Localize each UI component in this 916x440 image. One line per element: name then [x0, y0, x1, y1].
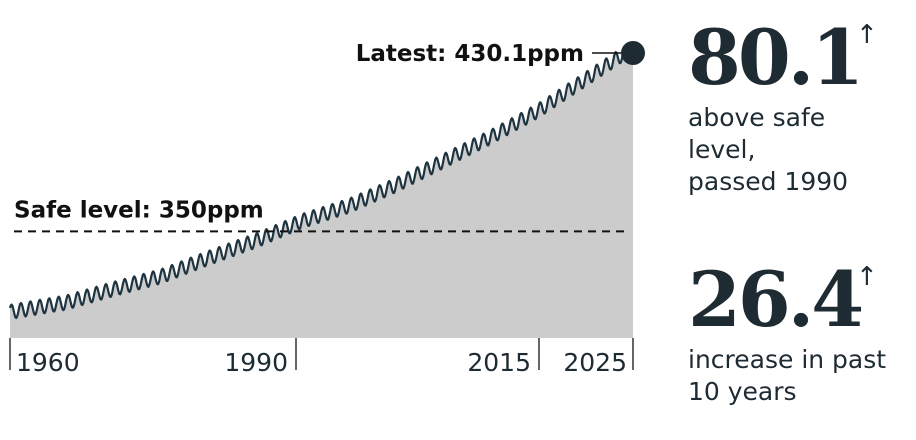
- x-tick-label: 1960: [16, 348, 80, 377]
- stat-caption: above safe level, passed 1990: [688, 102, 888, 198]
- up-arrow-icon: ↑: [856, 20, 878, 50]
- co2-area-fill: [10, 45, 633, 339]
- x-tick-label: 1990: [224, 348, 288, 377]
- latest-marker: [621, 41, 645, 65]
- co2-monthly-line: [8, 44, 634, 320]
- stat-caption-line: level,: [688, 135, 756, 164]
- co2-area-chart: Safe level: 350ppm Latest: 430.1ppm 1960…: [8, 41, 645, 377]
- safe-level-label: Safe level: 350ppm: [14, 197, 264, 223]
- latest-label: Latest: 430.1ppm: [356, 41, 584, 67]
- x-tick-label: 2015: [467, 348, 531, 377]
- stat-value: 80.1: [688, 13, 864, 102]
- stat-caption-line: 10 years: [688, 377, 797, 406]
- stat-above-safe: 80.1 ↑ above safe level, passed 1990: [688, 20, 888, 198]
- x-axis-ticks: 1960 1990 2015 2025: [9, 338, 634, 377]
- stat-caption: increase in past 10 years: [688, 344, 888, 408]
- up-arrow-icon: ↑: [856, 262, 878, 292]
- stat-ten-year-increase: 26.4 ↑ increase in past 10 years: [688, 262, 888, 408]
- stat-value: 26.4: [688, 255, 864, 344]
- stat-caption-line: passed 1990: [688, 167, 849, 196]
- x-tick-label: 2025: [563, 348, 627, 377]
- stat-caption-line: above safe: [688, 103, 826, 132]
- stat-caption-line: increase in past: [688, 345, 887, 374]
